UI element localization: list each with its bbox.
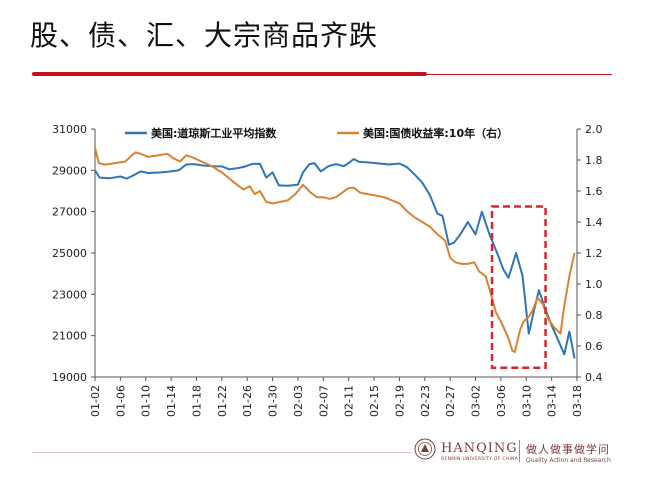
x-tick-label: 02-23 bbox=[419, 385, 432, 417]
x-tick-label: 03-18 bbox=[571, 385, 584, 417]
y-right-tick-label: 1.2 bbox=[585, 247, 603, 260]
y-right-tick-label: 0.6 bbox=[585, 340, 603, 353]
x-tick-label: 01-10 bbox=[140, 385, 153, 417]
series-line-dow-jones bbox=[94, 158, 576, 359]
x-tick-label: 03-06 bbox=[495, 385, 508, 417]
y-right-tick-label: 1.8 bbox=[585, 154, 603, 167]
y-left-tick-label: 29000 bbox=[52, 164, 87, 177]
highlight-box bbox=[490, 205, 547, 369]
x-tick-label: 03-14 bbox=[546, 385, 559, 417]
series-line-treasury-10y bbox=[94, 147, 576, 354]
x-tick-label: 01-22 bbox=[216, 385, 229, 417]
y-left-tick-label: 19000 bbox=[52, 371, 87, 384]
y-left-tick-label: 23000 bbox=[52, 288, 87, 301]
title-underline bbox=[32, 72, 612, 77]
y-right-tick-label: 1.4 bbox=[585, 216, 603, 229]
x-tick-label: 02-03 bbox=[292, 385, 305, 417]
x-tick-label: 03-02 bbox=[470, 385, 483, 417]
y-right-tick-label: 1.6 bbox=[585, 185, 603, 198]
legend-label-1: 美国:国债收益率:10年（右） bbox=[363, 126, 508, 140]
x-tick-label: 02-07 bbox=[317, 385, 330, 417]
x-tick-label: 01-06 bbox=[114, 385, 127, 417]
x-tick-label: 02-11 bbox=[343, 385, 356, 417]
x-tick-label: 01-02 bbox=[89, 385, 102, 417]
footer-motto: 做人做事做学问 bbox=[526, 443, 610, 456]
footer-divider bbox=[32, 452, 412, 453]
x-tick-label: 02-27 bbox=[444, 385, 457, 417]
y-left-tick-label: 27000 bbox=[52, 206, 87, 219]
title-underline-thin bbox=[427, 74, 612, 75]
y-left-tick-label: 31000 bbox=[52, 123, 87, 136]
x-tick-label: 03-10 bbox=[520, 385, 533, 417]
x-tick-label: 02-15 bbox=[368, 385, 381, 417]
slide-title: 股、债、汇、大宗商品齐跌 bbox=[30, 19, 379, 52]
university-seal-icon bbox=[414, 438, 436, 460]
y-left-tick-label: 21000 bbox=[52, 330, 87, 343]
title-underline-thick bbox=[32, 72, 427, 76]
x-tick-label: 01-30 bbox=[267, 385, 280, 417]
footer-motto-subtitle: Quality Action and Research bbox=[526, 457, 611, 464]
y-right-tick-label: 0.8 bbox=[585, 309, 603, 322]
footer-brand-divider bbox=[519, 440, 520, 462]
x-tick-label: 01-26 bbox=[241, 385, 254, 417]
brand-subtitle: RENMIN UNIVERSITY OF CHINA bbox=[441, 457, 519, 462]
x-tick-label: 02-19 bbox=[393, 385, 406, 417]
y-left-tick-label: 25000 bbox=[52, 247, 87, 260]
x-tick-label: 01-18 bbox=[190, 385, 203, 417]
y-right-tick-label: 0.4 bbox=[585, 371, 603, 384]
y-right-tick-label: 1.0 bbox=[585, 278, 603, 291]
legend-label-0: 美国:道琼斯工业平均指数 bbox=[151, 126, 277, 140]
brand-name: HANQING bbox=[441, 441, 518, 456]
x-tick-label: 01-14 bbox=[165, 385, 178, 417]
y-right-tick-label: 2.0 bbox=[585, 123, 603, 136]
